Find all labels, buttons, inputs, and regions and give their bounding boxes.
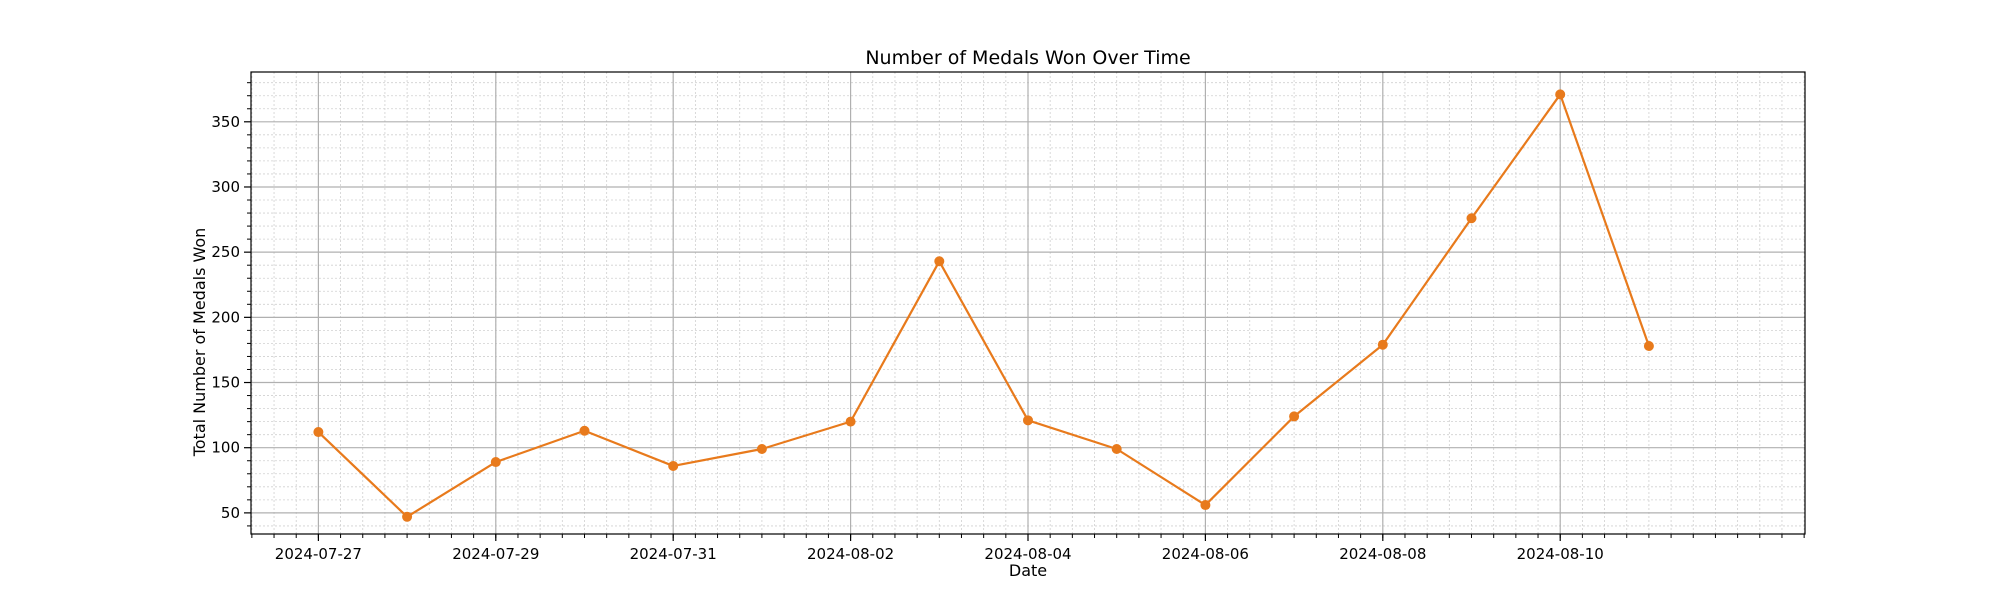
x-tick-label: 2024-07-29 <box>452 545 539 563</box>
x-tick-label: 2024-08-02 <box>807 545 894 563</box>
y-tick-label: 350 <box>211 113 240 131</box>
x-tick-label: 2024-08-08 <box>1339 545 1426 563</box>
data-point <box>313 427 324 438</box>
chart-title: Number of Medals Won Over Time <box>865 47 1190 69</box>
data-point <box>1023 415 1033 426</box>
x-axis: 2024-07-27 2024-07-29 2024-07-31 2024-08-02… <box>251 534 1805 563</box>
data-point <box>1555 89 1566 100</box>
data-point <box>1200 500 1211 511</box>
grid <box>251 72 1805 534</box>
y-axis-label: Total Number of Medals Won <box>190 228 209 458</box>
data-point <box>756 444 767 455</box>
plot-frame <box>250 71 1806 535</box>
x-tick-label: 2024-08-06 <box>1162 545 1249 563</box>
data-point <box>1111 444 1122 455</box>
data-point <box>1377 339 1388 350</box>
data-point <box>402 511 413 522</box>
data-point <box>1466 213 1477 224</box>
data-point <box>490 457 501 468</box>
series-line <box>317 93 1650 518</box>
x-axis-label: Date <box>1009 561 1047 580</box>
data-point <box>934 256 945 267</box>
x-tick-label: 2024-08-10 <box>1517 545 1604 563</box>
y-tick-label: 200 <box>211 308 240 326</box>
y-tick-label: 150 <box>211 374 240 392</box>
data-point <box>845 416 856 427</box>
y-axis: 50 100 150 200 250 300 350 <box>211 82 251 527</box>
x-tick-label: 2024-07-31 <box>630 545 717 563</box>
y-tick-label: 300 <box>211 178 240 196</box>
y-tick-label: 100 <box>211 439 240 457</box>
data-point <box>1289 411 1300 422</box>
data-point <box>668 460 679 471</box>
data-point <box>579 425 590 436</box>
y-tick-label: 250 <box>211 243 240 261</box>
plot-series <box>313 89 1654 522</box>
y-tick-label: 50 <box>221 504 240 522</box>
x-tick-label: 2024-08-04 <box>984 545 1071 563</box>
data-point <box>1643 341 1654 352</box>
x-tick-label: 2024-07-27 <box>275 545 362 563</box>
